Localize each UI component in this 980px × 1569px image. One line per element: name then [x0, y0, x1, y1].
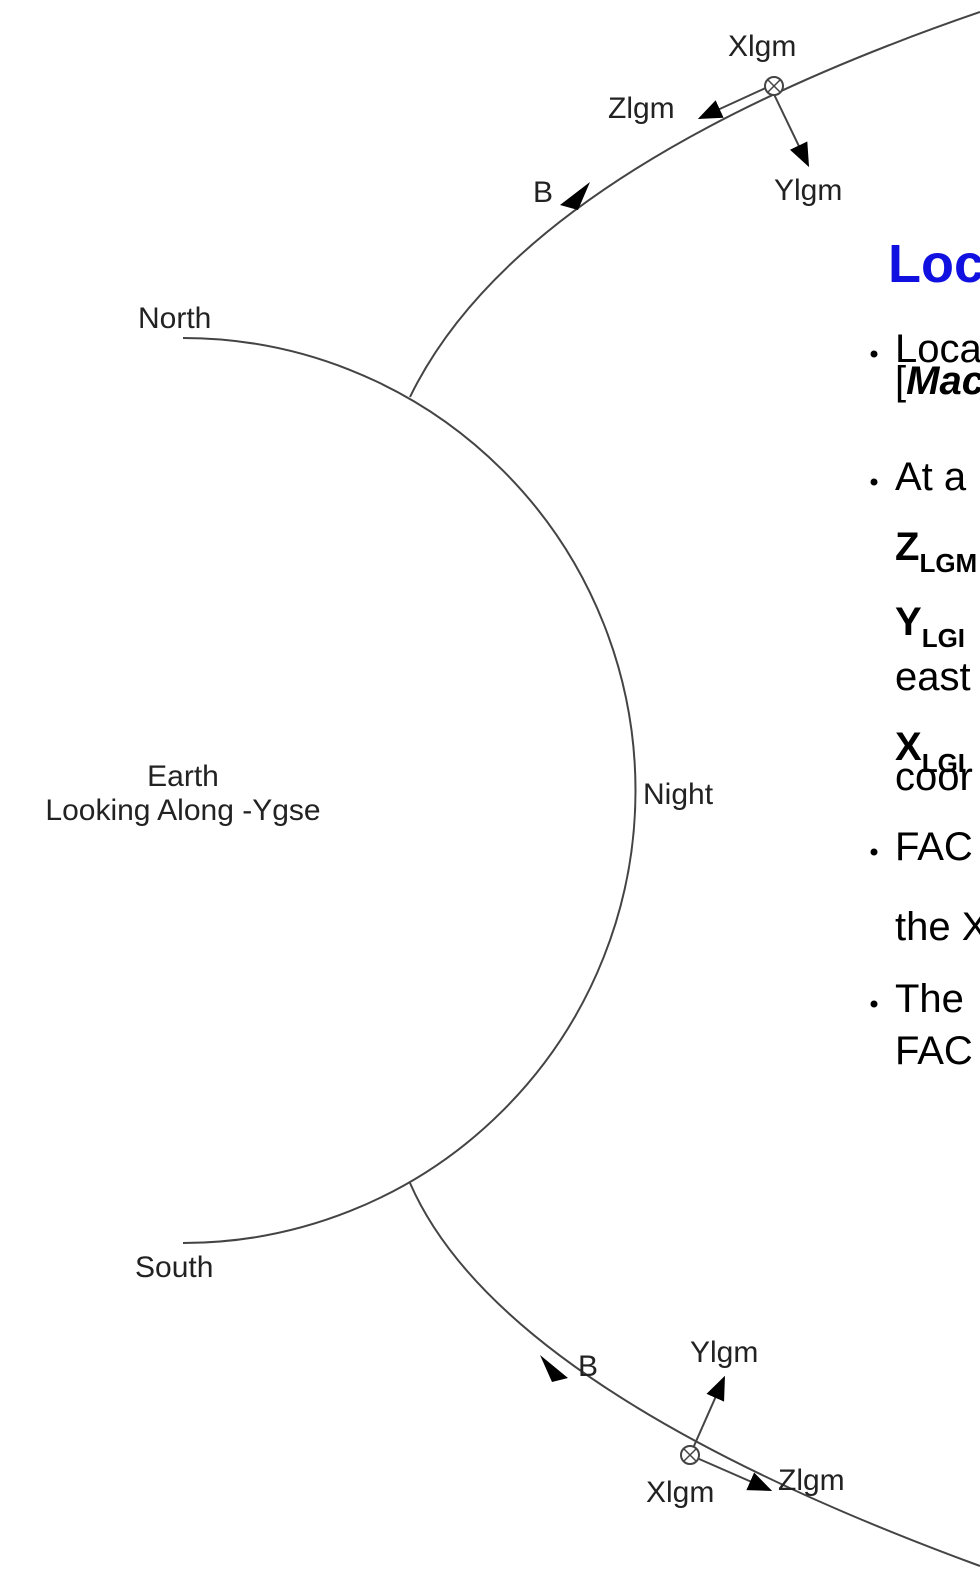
bracket: [: [895, 359, 906, 403]
label: Xlgm: [728, 30, 796, 63]
bullet-text: coor: [895, 755, 973, 799]
bullet-text: At a: [895, 455, 967, 499]
label: B: [533, 176, 553, 209]
arrow-b-top: [560, 182, 590, 210]
bullet-text: east: [895, 655, 971, 699]
symbol: XLGI: [895, 725, 965, 778]
label: Ylgm: [774, 174, 842, 207]
label: South: [135, 1251, 213, 1284]
bullet-text: FAC: [895, 825, 973, 869]
label: Night: [643, 778, 714, 811]
x-cross-top: [767, 79, 781, 93]
symbol: ZLGM: [895, 525, 977, 578]
label: Zlgm: [608, 92, 675, 125]
label: Looking Along -Ygse: [45, 794, 320, 827]
subscript: LGM: [919, 548, 977, 578]
label: North: [138, 302, 211, 335]
bullet-dot: [870, 1000, 878, 1008]
field-line-bottom: [409, 1182, 980, 1567]
arrow-y-top: [769, 85, 810, 168]
bullet-text: the X: [895, 905, 980, 949]
arrow-z-bottom: [689, 1454, 773, 1491]
bullet-text: Loca: [895, 327, 980, 371]
x-cross-bottom: [683, 1448, 697, 1462]
heading: Loc: [888, 234, 980, 294]
label: B: [578, 1350, 598, 1383]
symbol-letter: Z: [895, 525, 919, 569]
subscript: LGI: [922, 748, 965, 778]
emphasis: Mac: [906, 359, 980, 403]
field-line-top: [409, 11, 980, 398]
label: Earth: [147, 760, 219, 793]
arrow-z-top: [697, 85, 771, 119]
label: Ylgm: [690, 1336, 758, 1369]
bullet-dot: [870, 478, 878, 486]
arrow-y-bottom: [689, 1375, 725, 1456]
subscript: LGI: [922, 623, 965, 653]
bullet-dot: [870, 848, 878, 856]
arrow-b-bottom: [540, 1355, 568, 1382]
earth-arc: [182, 337, 637, 1244]
symbol-letter: X: [895, 725, 922, 769]
label: Xlgm: [646, 1476, 714, 1509]
label: Zlgm: [778, 1464, 845, 1497]
bullet-text: FAC: [895, 1029, 973, 1073]
symbol: YLGI: [895, 600, 965, 653]
bullet-dot: [870, 350, 878, 358]
symbol-letter: Y: [895, 600, 922, 644]
bullet-text: [Mac: [895, 359, 980, 403]
bullet-text: The: [895, 977, 964, 1021]
